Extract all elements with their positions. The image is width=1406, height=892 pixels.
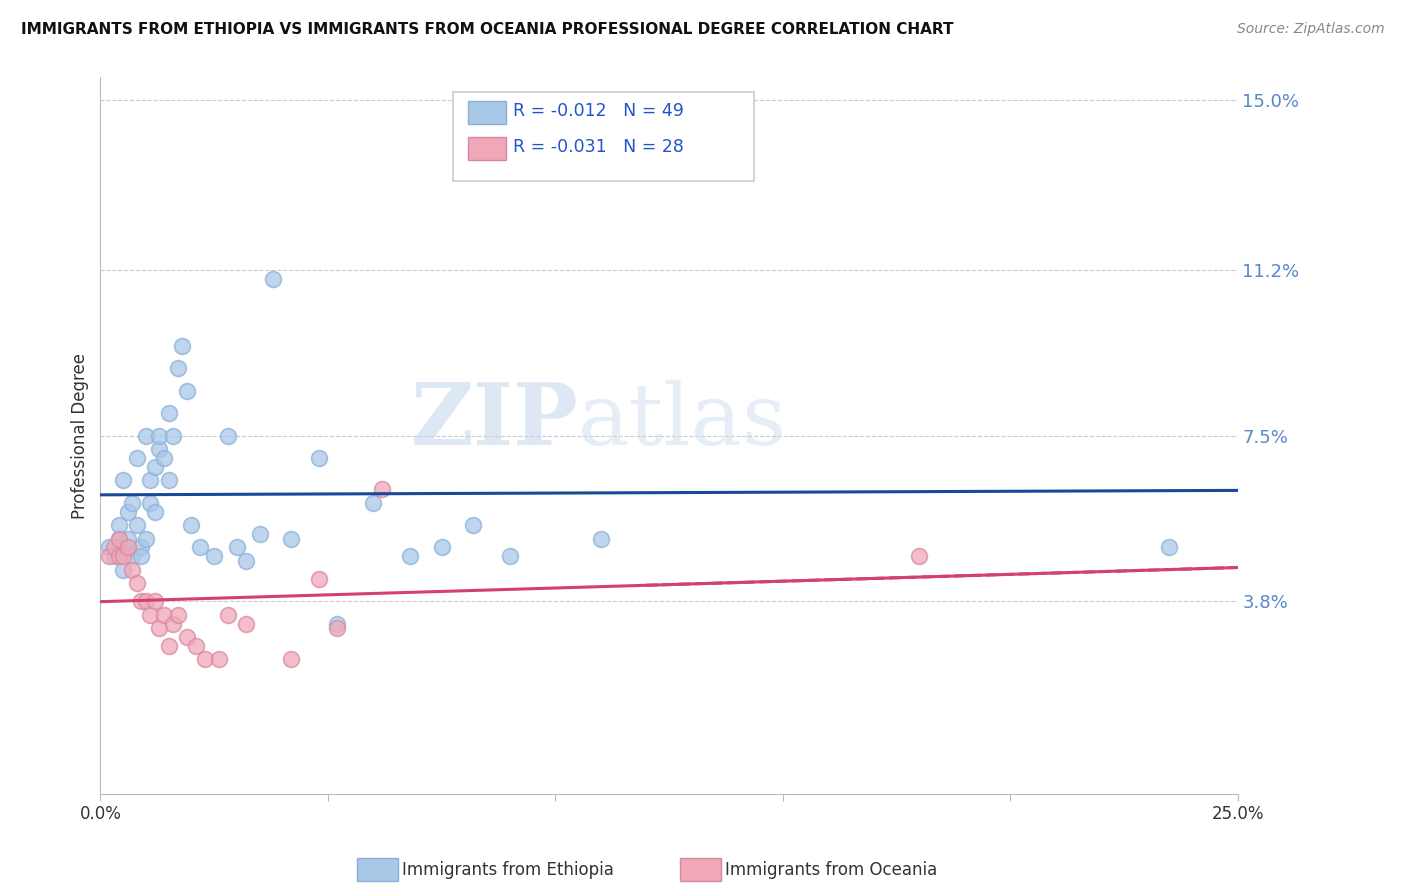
Point [112,541,135,555]
Point [202,549,225,564]
Text: ZIP: ZIP [411,379,578,463]
Point [172,339,194,353]
Point [326,621,349,635]
Point [135,428,157,442]
Y-axis label: Professional Degree: Professional Degree [72,352,89,518]
Point [194,652,217,666]
Point [153,450,176,465]
Point [153,607,176,622]
Point [217,607,239,622]
Text: atlas: atlas [578,380,787,463]
Text: Immigrants from Ethiopia: Immigrants from Ethiopia [402,861,614,879]
Point [262,272,284,286]
Point [121,549,143,564]
Point [235,616,257,631]
Point [280,532,302,546]
Point [107,518,129,533]
Point [139,607,162,622]
Point [103,549,125,564]
Point [544,160,567,174]
Text: IMMIGRANTS FROM ETHIOPIA VS IMMIGRANTS FROM OCEANIA PROFESSIONAL DEGREE CORRELAT: IMMIGRANTS FROM ETHIOPIA VS IMMIGRANTS F… [21,22,953,37]
Point [112,549,135,564]
Point [308,450,330,465]
Point [371,483,394,497]
Point [363,496,385,510]
FancyBboxPatch shape [453,92,754,181]
Text: R = -0.012   N = 49: R = -0.012 N = 49 [513,102,685,120]
Point [1159,541,1181,555]
Point [107,532,129,546]
Text: R = -0.031   N = 28: R = -0.031 N = 28 [513,138,685,156]
Point [430,541,453,555]
Point [98,541,121,555]
Point [499,549,522,564]
Point [143,459,166,474]
Point [98,549,121,564]
Point [129,594,152,608]
Point [166,361,188,376]
Point [249,527,271,541]
Point [308,572,330,586]
Point [207,652,229,666]
Point [129,549,152,564]
Point [143,594,166,608]
Point [589,532,612,546]
Point [148,621,170,635]
FancyBboxPatch shape [468,101,506,124]
Point [148,428,170,442]
Point [157,473,180,487]
Point [176,384,198,398]
Text: Source: ZipAtlas.com: Source: ZipAtlas.com [1237,22,1385,37]
Point [129,541,152,555]
Point [326,616,349,631]
Point [135,594,157,608]
Point [103,541,125,555]
Point [143,505,166,519]
Point [157,639,180,653]
Point [117,505,139,519]
Point [190,541,212,555]
Point [184,639,207,653]
Point [176,630,198,644]
Point [162,616,184,631]
Point [280,652,302,666]
Point [107,549,129,564]
Point [162,428,184,442]
Point [117,532,139,546]
Point [908,549,931,564]
Point [139,473,162,487]
Point [463,518,485,533]
Point [157,406,180,420]
Point [107,532,129,546]
Point [121,563,143,577]
Point [112,563,135,577]
Point [148,442,170,456]
Point [135,532,157,546]
Point [398,549,420,564]
Point [125,518,148,533]
Point [235,554,257,568]
Point [180,518,202,533]
Point [117,541,139,555]
FancyBboxPatch shape [468,136,506,160]
Point [125,450,148,465]
Point [166,607,188,622]
Point [125,576,148,591]
Text: Immigrants from Oceania: Immigrants from Oceania [725,861,938,879]
Point [217,428,239,442]
Point [225,541,247,555]
Point [139,496,162,510]
Point [112,473,135,487]
Point [121,496,143,510]
